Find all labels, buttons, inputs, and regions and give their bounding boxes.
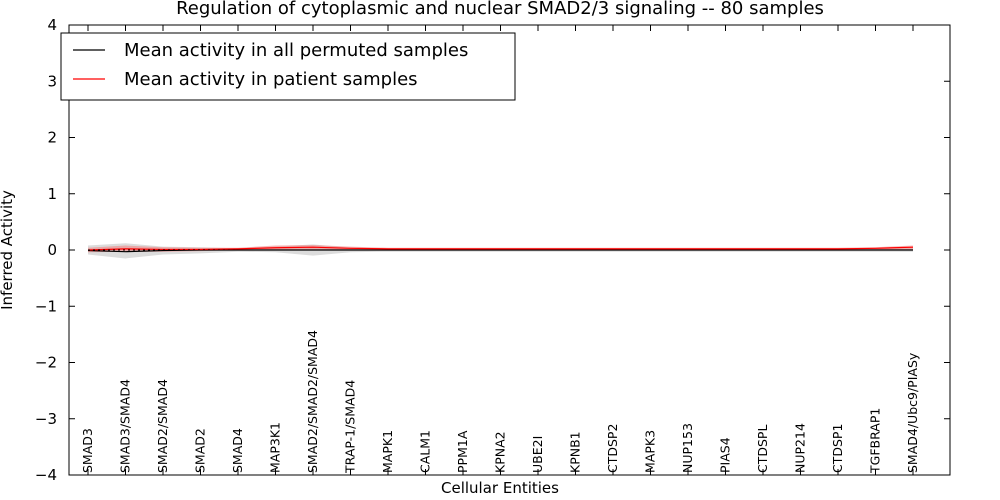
x-tick-label-tgfbrap1: TGFBRAP1 [868, 408, 883, 474]
y-tick-label-8: −4 [35, 466, 57, 484]
x-tick-label-smad4-ubc9-piasy: SMAD4/Ubc9/PIASy [905, 352, 920, 473]
x-tick-label-kpna2: KPNA2 [493, 431, 508, 473]
x-tick-label-ppm1a: PPM1A [455, 430, 470, 473]
y-tick-label-0: 4 [47, 16, 57, 34]
legend: Mean activity in all permuted samples Me… [60, 32, 516, 101]
chart-title: Regulation of cytoplasmic and nuclear SM… [176, 0, 824, 19]
x-tick-label-pias4: PIAS4 [718, 437, 733, 473]
x-tick-label-kpnb1: KPNB1 [568, 431, 583, 473]
x-axis-label: Cellular Entities [441, 479, 559, 497]
line-mean-activity-in-all-permuted-samples [87, 249, 913, 253]
y-tick-label-7: −3 [35, 410, 57, 428]
series-lines [87, 246, 914, 253]
x-tick-label-mapk1: MAPK1 [380, 430, 395, 473]
y-tick-label-1: 3 [47, 72, 57, 90]
y-axis-label: Inferred Activity [0, 190, 16, 310]
x-tick-label-map3k1: MAP3K1 [268, 422, 283, 473]
legend-label-permuted: Mean activity in all permuted samples [124, 40, 468, 61]
x-tick-label-nup214: NUP214 [793, 423, 808, 473]
x-tick-label-ctdsp2: CTDSP2 [605, 424, 620, 473]
x-tick-label-smad3: SMAD3 [80, 428, 95, 473]
x-tick-label-smad2-smad2-smad4: SMAD2/SMAD2/SMAD4 [305, 330, 320, 473]
x-tick-label-nup153: NUP153 [680, 423, 695, 473]
x-tick-label-smad2-smad4: SMAD2/SMAD4 [155, 379, 170, 473]
y-tick-label-6: −2 [35, 354, 57, 372]
x-tick-label-calm1: CALM1 [418, 430, 433, 473]
x-tick-label-trap-1-smad4: TRAP-1/SMAD4 [343, 380, 358, 474]
x-tick-label-smad3-smad4: SMAD3/SMAD4 [118, 379, 133, 473]
line-mean-activity-in-patient-samples [87, 246, 914, 251]
x-tick-label-ctdsp1: CTDSP1 [830, 424, 845, 473]
x-tick-label-ube2i: UBE2I [530, 436, 545, 473]
y-tick-label-5: −1 [35, 297, 57, 315]
x-tick-label-smad2: SMAD2 [193, 428, 208, 473]
y-tick-label-4: 0 [47, 241, 57, 259]
y-tick-label-2: 2 [47, 129, 57, 147]
x-tick-label-mapk3: MAPK3 [643, 430, 658, 473]
x-tick-label-smad4: SMAD4 [230, 428, 245, 473]
x-axis: SMAD3 SMAD3/SMAD4 SMAD2/SMAD4 SMAD2 SMAD4 MAP… [80, 25, 920, 475]
x-tick-label-ctdspl: CTDSPL [755, 425, 770, 473]
legend-label-patient: Mean activity in patient samples [124, 69, 418, 90]
y-tick-label-3: 1 [47, 185, 57, 203]
legend-box [60, 32, 516, 101]
y-axis: 4 3 2 1 0 −1 −2 −3 −4 [35, 16, 950, 484]
